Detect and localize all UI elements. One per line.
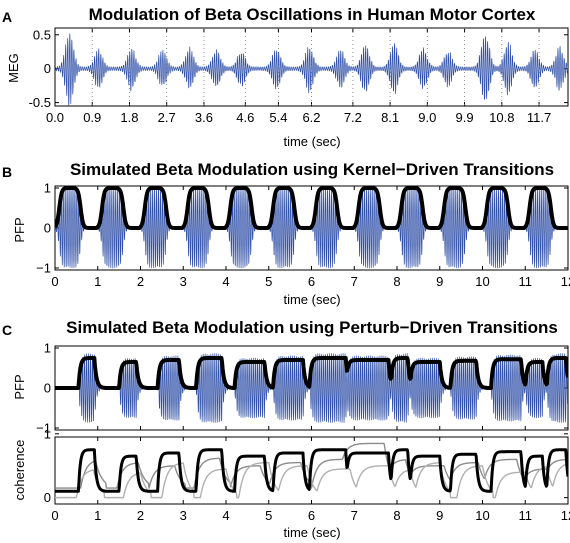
series-line-1	[55, 186, 568, 230]
x-tick-label: 9.0	[418, 110, 436, 125]
x-tick-label: 0	[51, 274, 58, 289]
panel-c-coherence: coherence time (sec) 012345678910111201	[12, 426, 570, 540]
panel-b-xlabel: time (sec)	[283, 292, 340, 307]
panel-c-coherence-xlabel: time (sec)	[283, 525, 340, 540]
x-tick-label: 5.4	[269, 110, 287, 125]
panel-c-coherence-ylabel: coherence	[12, 440, 27, 501]
y-tick-label: 1	[44, 426, 51, 441]
panel-a: A Modulation of Beta Oscillations in Hum…	[2, 5, 569, 149]
series-line-1	[55, 356, 568, 390]
x-tick-label: 10.8	[489, 110, 514, 125]
x-tick-label: 6.2	[302, 110, 320, 125]
panel-b-title: Simulated Beta Modulation using Kernel−D…	[70, 160, 554, 179]
series-line-2	[55, 461, 568, 499]
x-tick-label: 0.9	[83, 110, 101, 125]
x-tick-label: 4	[222, 274, 229, 289]
x-tick-label: 9.9	[456, 110, 474, 125]
panel-c-label: C	[2, 322, 12, 338]
x-tick-label: 9	[436, 274, 443, 289]
y-tick-label: 0	[44, 61, 51, 76]
x-tick-label: 8.1	[381, 110, 399, 125]
panel-c-title: Simulated Beta Modulation using Perturb−…	[66, 318, 558, 337]
y-tick-label: −1	[36, 261, 51, 276]
panel-b-label: B	[2, 164, 12, 180]
x-tick-label: 1	[94, 274, 101, 289]
x-tick-label: 5	[265, 274, 272, 289]
panel-c-ylabel: PFP	[12, 374, 27, 399]
x-tick-label: 0.0	[46, 110, 64, 125]
x-tick-label: 11	[519, 508, 533, 523]
panel-b: B Simulated Beta Modulation using Kernel…	[2, 160, 570, 307]
x-tick-label: 3.6	[195, 110, 213, 125]
panel-a-label: A	[2, 9, 12, 25]
x-tick-label: 12	[561, 508, 570, 523]
x-tick-label: 9	[436, 508, 443, 523]
x-tick-label: 7.2	[344, 110, 362, 125]
y-tick-label: 0.5	[33, 27, 51, 42]
y-tick-label: 0	[44, 221, 51, 236]
x-tick-label: 5	[265, 508, 272, 523]
x-tick-label: 10	[475, 508, 489, 523]
x-tick-label: 2	[137, 508, 144, 523]
x-tick-label: 7	[351, 274, 358, 289]
panel-a-ylabel: MEG	[6, 53, 21, 83]
series-line-0	[55, 33, 568, 106]
series-line-1	[55, 442, 568, 489]
y-tick-label: −1	[36, 421, 51, 436]
y-tick-label: 1	[44, 341, 51, 356]
x-tick-label: 2	[137, 274, 144, 289]
x-tick-label: 7	[351, 508, 358, 523]
x-tick-label: 8	[393, 508, 400, 523]
x-tick-label: 4	[222, 508, 229, 523]
x-tick-label: 4.6	[236, 110, 254, 125]
x-tick-label: 6	[308, 508, 315, 523]
x-tick-label: 1.8	[120, 110, 138, 125]
x-tick-label: 0	[51, 508, 58, 523]
x-tick-label: 3	[180, 508, 187, 523]
y-tick-label: 0	[44, 490, 51, 505]
x-tick-label: 3	[180, 274, 187, 289]
panel-a-xlabel: time (sec)	[283, 134, 340, 149]
y-tick-label: -0.5	[29, 95, 51, 110]
x-tick-label: 12	[561, 274, 570, 289]
panel-b-ylabel: PFP	[12, 217, 27, 242]
x-tick-label: 11	[519, 274, 533, 289]
x-tick-label: 6	[308, 274, 315, 289]
x-tick-label: 1	[94, 508, 101, 523]
x-tick-label: 2.7	[158, 110, 176, 125]
series-line-0	[55, 448, 568, 493]
x-tick-label: 11.7	[527, 110, 551, 125]
x-tick-label: 8	[393, 274, 400, 289]
x-tick-label: 10	[475, 274, 489, 289]
y-tick-label: 1	[44, 181, 51, 196]
panel-c-pfp: C Simulated Beta Modulation using Pertur…	[2, 318, 569, 436]
y-tick-label: 0	[44, 381, 51, 396]
panel-a-title: Modulation of Beta Oscillations in Human…	[89, 5, 536, 24]
